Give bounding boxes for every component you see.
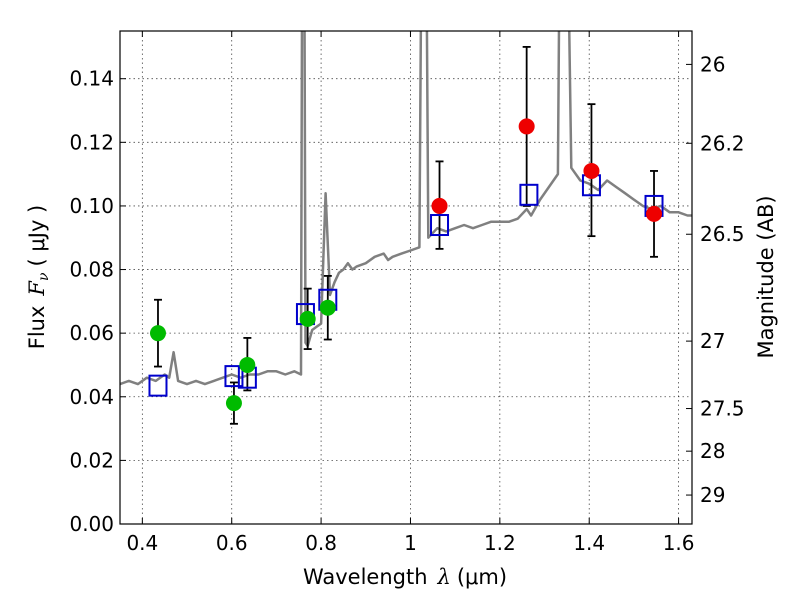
right-tick-label: 28 [700, 439, 725, 463]
right-tick-label: 29 [700, 483, 725, 507]
right-tick-label: 27.5 [700, 397, 745, 421]
x-tick-label: 0.8 [305, 531, 337, 555]
x-tick-label: 0.6 [216, 531, 248, 555]
x-tick-label: 1.6 [663, 531, 695, 555]
right-tick-label: 26.2 [700, 131, 745, 155]
x-axis-title: Wavelength λ (μm) [303, 565, 507, 589]
y-tick-label: 0.00 [69, 512, 114, 536]
red-data-point [583, 162, 600, 179]
model-box-marker [430, 214, 450, 237]
tick-layer: 0.4 0.6 0.8 1 1.2 1.4 1.6 0.00 0.02 0.04 0.06 0.08 0… [69, 31, 745, 555]
model-box-marker [224, 365, 244, 388]
green-data-point [225, 395, 242, 412]
spectrum-layer [120, 31, 692, 386]
y-tick-label: 0.08 [69, 258, 114, 282]
y-axis-title: FluxFν( μJy ) [25, 205, 52, 349]
red-data-point [646, 205, 663, 222]
green-data-point [239, 356, 256, 373]
spectrum-line [120, 31, 692, 386]
green-data-point [299, 310, 316, 327]
x-tick-label: 1.4 [573, 531, 605, 555]
x-tick-label: 0.4 [126, 531, 158, 555]
green-data-point [319, 299, 336, 316]
plot-frame [119, 30, 693, 525]
x-tick-label: 1 [404, 531, 417, 555]
grid [120, 31, 692, 525]
right-tick-label: 27 [700, 329, 725, 353]
y-tick-label: 0.14 [69, 67, 114, 91]
red-data-point [518, 118, 535, 135]
red-data-point [431, 197, 448, 214]
y-tick-label: 0.10 [69, 194, 114, 218]
y-tick-label: 0.04 [69, 385, 114, 409]
right-tick-label: 26 [700, 52, 725, 76]
model-box-marker [519, 183, 539, 206]
right-tick-label: 26.5 [700, 222, 745, 246]
errorbar-layer [153, 46, 659, 425]
y-tick-label: 0.12 [69, 130, 114, 154]
right-axis-title: Magnitude (AB) [754, 195, 778, 358]
green-data-point [149, 325, 166, 342]
y-tick-label: 0.02 [69, 448, 114, 472]
photometry-marker-layer [149, 118, 663, 412]
model-box-layer [148, 174, 664, 397]
y-tick-label: 0.06 [69, 321, 114, 345]
model-box-marker [148, 374, 168, 397]
x-tick-label: 1.2 [484, 531, 516, 555]
